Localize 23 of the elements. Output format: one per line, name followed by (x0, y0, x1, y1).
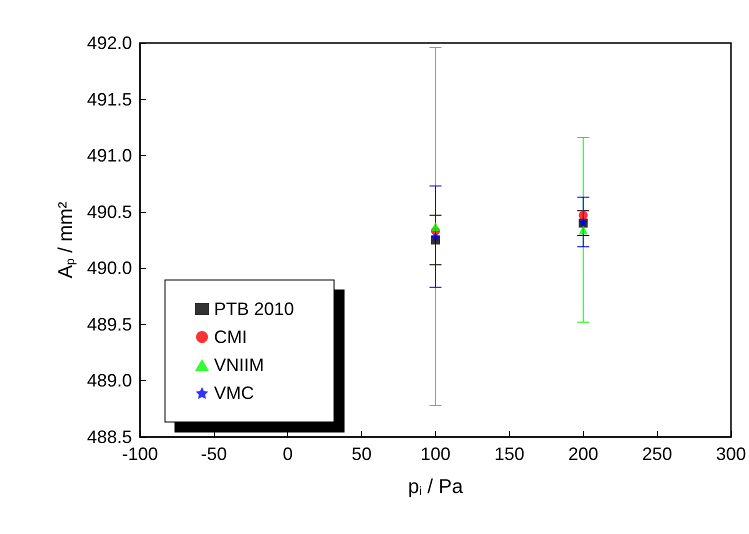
y-tick-label: 491.5 (86, 89, 132, 110)
legend-label: VMC (214, 383, 254, 403)
legend-label: VNIIM (214, 355, 264, 375)
y-tick-label: 489.5 (86, 314, 132, 334)
y-tick-label: 490.5 (86, 202, 132, 222)
x-tick-label: 50 (352, 444, 372, 464)
x-tick-label: 300 (716, 444, 746, 464)
legend-label: CMI (214, 327, 247, 347)
y-tick-label: 492.0 (86, 33, 132, 53)
y-tick-label: 490.0 (86, 258, 132, 278)
x-tick-label: 250 (642, 444, 672, 464)
x-tick-label: 150 (494, 444, 524, 464)
y-tick-label: 491.0 (86, 146, 132, 166)
y-axis-title: Ap / mm² (55, 201, 78, 278)
y-tick-label: 488.5 (86, 427, 132, 447)
x-tick-label: 0 (282, 444, 293, 464)
y-tick-label: 489.0 (86, 370, 132, 391)
x-tick-label: 100 (420, 444, 451, 464)
x-tick-label: -50 (200, 444, 227, 464)
legend-label: PTB 2010 (214, 299, 294, 319)
x-tick-label: -100 (122, 444, 158, 464)
x-axis-title: pi / Pa (408, 476, 464, 498)
x-tick-label: 200 (568, 444, 598, 464)
